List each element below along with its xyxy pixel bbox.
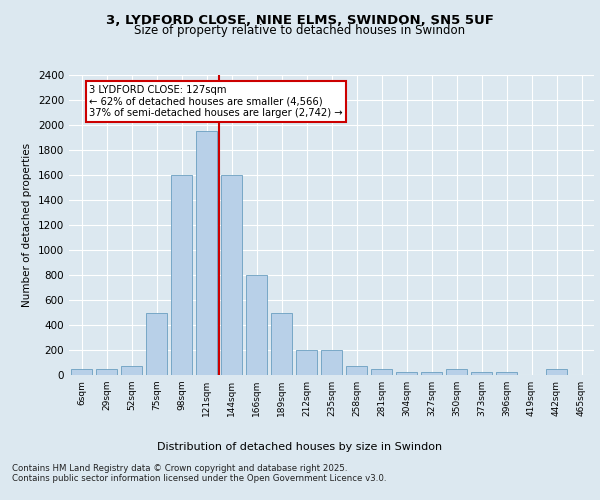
Bar — [146, 312, 167, 375]
Bar — [271, 312, 292, 375]
Text: 3, LYDFORD CLOSE, NINE ELMS, SWINDON, SN5 5UF: 3, LYDFORD CLOSE, NINE ELMS, SWINDON, SN… — [106, 14, 494, 26]
Bar — [421, 372, 442, 375]
Bar — [446, 369, 467, 375]
Text: 3 LYDFORD CLOSE: 127sqm
← 62% of detached houses are smaller (4,566)
37% of semi: 3 LYDFORD CLOSE: 127sqm ← 62% of detache… — [89, 85, 343, 118]
Text: Contains HM Land Registry data © Crown copyright and database right 2025.: Contains HM Land Registry data © Crown c… — [12, 464, 347, 473]
Text: Distribution of detached houses by size in Swindon: Distribution of detached houses by size … — [157, 442, 443, 452]
Bar — [196, 131, 217, 375]
Bar — [246, 275, 267, 375]
Bar — [396, 372, 417, 375]
Bar — [346, 366, 367, 375]
Bar — [171, 175, 192, 375]
Bar — [221, 175, 242, 375]
Bar — [546, 369, 567, 375]
Bar — [371, 369, 392, 375]
Bar — [496, 372, 517, 375]
Bar — [96, 369, 117, 375]
Bar — [321, 350, 342, 375]
Y-axis label: Number of detached properties: Number of detached properties — [22, 143, 32, 307]
Bar — [121, 366, 142, 375]
Text: Contains public sector information licensed under the Open Government Licence v3: Contains public sector information licen… — [12, 474, 386, 483]
Bar — [296, 350, 317, 375]
Text: Size of property relative to detached houses in Swindon: Size of property relative to detached ho… — [134, 24, 466, 37]
Bar — [471, 372, 492, 375]
Bar — [71, 369, 92, 375]
